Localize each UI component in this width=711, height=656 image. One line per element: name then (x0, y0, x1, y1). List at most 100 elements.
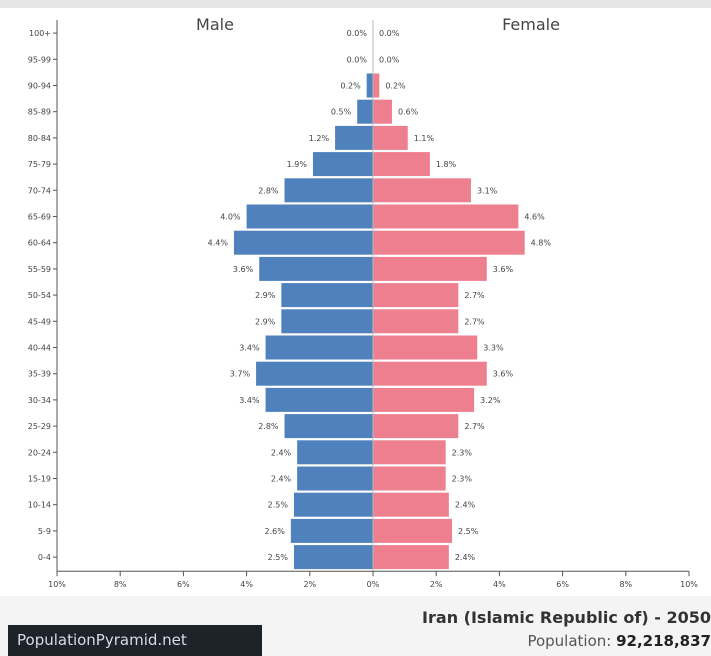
bar-male (265, 335, 373, 360)
bar-male (233, 230, 373, 255)
y-tick-label: 15-19 (28, 475, 51, 484)
y-tick-label: 5-9 (38, 527, 51, 536)
bar-female (373, 466, 446, 491)
bar-female (373, 256, 487, 281)
y-tick-label: 60-64 (28, 239, 51, 248)
x-tick-label: 6% (556, 580, 569, 589)
bar-female (373, 387, 475, 412)
population-label: Population: (527, 632, 617, 650)
bar-female (373, 414, 459, 439)
data-label-male: 3.7% (230, 370, 251, 379)
data-label-female: 0.2% (385, 82, 406, 91)
data-label-male: 2.5% (268, 501, 289, 510)
data-label-female: 2.5% (458, 527, 479, 536)
data-label-female: 4.6% (524, 213, 545, 222)
bar-female (373, 545, 449, 570)
data-label-female: 0.6% (398, 108, 419, 117)
bar-male (256, 361, 373, 386)
y-tick-label: 40-44 (28, 344, 51, 353)
bar-male (265, 387, 373, 412)
y-tick-label: 65-69 (28, 213, 51, 222)
data-label-female: 1.8% (436, 160, 457, 169)
data-label-female: 3.6% (493, 370, 514, 379)
y-tick-label: 10-14 (28, 501, 51, 510)
bar-female (373, 125, 408, 150)
data-label-female: 2.7% (464, 317, 485, 326)
data-label-female: 2.4% (455, 553, 476, 562)
data-label-male: 3.4% (239, 396, 260, 405)
data-label-male: 0.5% (331, 108, 352, 117)
data-label-female: 1.1% (414, 134, 435, 143)
x-tick-label: 8% (114, 580, 127, 589)
bar-male (294, 492, 373, 517)
bar-male (294, 545, 373, 570)
bar-female (373, 492, 449, 517)
bar-male (281, 309, 373, 334)
y-tick-label: 50-54 (28, 291, 51, 300)
data-label-male: 2.6% (265, 527, 286, 536)
bar-male (246, 204, 373, 229)
y-tick-label: 80-84 (28, 134, 51, 143)
legend-female: Female (502, 15, 560, 34)
data-label-male: 2.9% (255, 291, 276, 300)
data-label-female: 3.1% (477, 186, 498, 195)
bar-male (281, 283, 373, 308)
y-tick-label: 70-74 (28, 186, 51, 195)
data-label-female: 2.3% (452, 448, 473, 457)
data-label-female: 3.2% (480, 396, 501, 405)
data-label-female: 0.0% (379, 29, 400, 38)
x-tick-label: 0% (367, 580, 380, 589)
bar-male (284, 414, 373, 439)
data-label-male: 1.9% (287, 160, 308, 169)
data-label-male: 1.2% (309, 134, 330, 143)
data-label-male: 2.8% (258, 422, 279, 431)
y-tick-label: 75-79 (28, 160, 51, 169)
chart-country-year: Iran (Islamic Republic of) - 2050 (422, 608, 711, 627)
y-tick-label: 45-49 (28, 317, 51, 326)
data-label-male: 2.9% (255, 317, 276, 326)
data-label-female: 0.0% (379, 55, 400, 64)
data-label-female: 2.3% (452, 475, 473, 484)
x-tick-label: 10% (48, 580, 66, 589)
population-value: 92,218,837 (616, 632, 711, 650)
data-label-female: 2.7% (464, 422, 485, 431)
bar-female (373, 335, 478, 360)
x-tick-label: 4% (240, 580, 253, 589)
data-label-male: 4.0% (220, 213, 241, 222)
bar-male (297, 440, 373, 465)
x-tick-label: 2% (430, 580, 443, 589)
bar-female (373, 440, 446, 465)
y-tick-label: 30-34 (28, 396, 51, 405)
y-tick-label: 35-39 (28, 370, 51, 379)
y-tick-label: 95-99 (28, 55, 51, 64)
bar-female (373, 361, 487, 386)
population-total: Population: 92,218,837 (527, 632, 711, 650)
data-label-male: 0.0% (347, 55, 368, 64)
brand-label: PopulationPyramid.net (17, 631, 187, 649)
x-tick-label: 6% (177, 580, 190, 589)
bar-male (284, 178, 373, 203)
data-label-female: 3.6% (493, 265, 514, 274)
bar-male (357, 99, 373, 124)
data-label-female: 4.8% (531, 239, 552, 248)
bar-female (373, 152, 430, 177)
x-tick-label: 4% (493, 580, 506, 589)
bar-female (373, 178, 471, 203)
data-label-male: 2.4% (271, 448, 292, 457)
bar-female (373, 230, 525, 255)
bar-male (366, 73, 373, 98)
bar-female (373, 283, 459, 308)
bar-female (373, 204, 519, 229)
top-band (0, 0, 711, 8)
data-label-male: 3.4% (239, 344, 260, 353)
y-tick-label: 55-59 (28, 265, 51, 274)
population-pyramid-chart: Male Female 100+ 0.0% 0.0% 95-99 0.0% 0.0% 90-94… (28, 15, 699, 589)
y-tick-label: 0-4 (38, 553, 51, 562)
bar-male (259, 256, 373, 281)
legend-male: Male (196, 15, 234, 34)
y-tick-label: 90-94 (28, 82, 51, 91)
brand-logo[interactable]: PopulationPyramid.net (8, 625, 262, 656)
data-label-male: 4.4% (208, 239, 229, 248)
bar-male (312, 152, 373, 177)
